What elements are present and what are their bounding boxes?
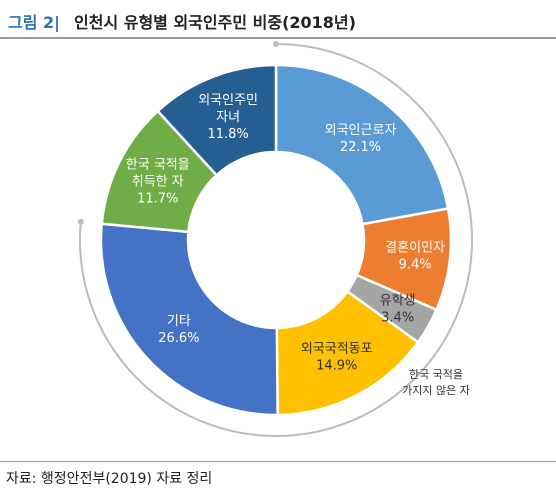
slice-5 [99, 222, 279, 417]
slice-7 [155, 63, 278, 177]
figure-title: 인천시 유형별 외국인주민 비중(2018년) [74, 13, 356, 32]
annotation-dot-start [273, 41, 279, 47]
footer-rule [0, 461, 556, 462]
slice-label-6: 한국 국적을 취득한 자 11.7% [126, 157, 190, 206]
slices [99, 63, 453, 417]
slice-labels: 외국인근로자 22.1% 결혼이민자 9.4% 유학생 3.4%외국국적동포 14.9% 기타… [126, 93, 445, 374]
annotation-text: 한국 국적을 가지지 않은 자 [402, 368, 470, 397]
slice-label-1: 외국인근로자 22.1% [325, 123, 397, 155]
figure-number: 그림 2| [8, 13, 60, 32]
slice-1 [274, 63, 450, 226]
slice-label-2: 결혼이민자 9.4% [385, 241, 445, 273]
annotation-dot-end [77, 218, 84, 225]
figure-header: 그림 2| 인천시 유형별 외국인주민 비중(2018년) [0, 0, 556, 40]
source-note: 자료: 행정안전부(2019) 자료 정리 [6, 471, 213, 487]
annotation-arc [79, 43, 473, 437]
group-annotation: 한국 국적을 가지지 않은 자 [77, 41, 473, 437]
slice-label-4: 외국국적동포 14.9% [301, 342, 373, 374]
header-rule [0, 37, 556, 39]
donut-chart: 한국 국적을 가지지 않은 자 외국인근로자 22.1% 결혼이민자 9.4% 유학생 3.… [77, 41, 473, 437]
slice-label-3: 유학생 3.4% [380, 294, 416, 326]
slice-label-5: 기타 26.6% [158, 314, 199, 346]
slice-label-7: 외국인주민 자녀 11.8% [198, 93, 258, 142]
